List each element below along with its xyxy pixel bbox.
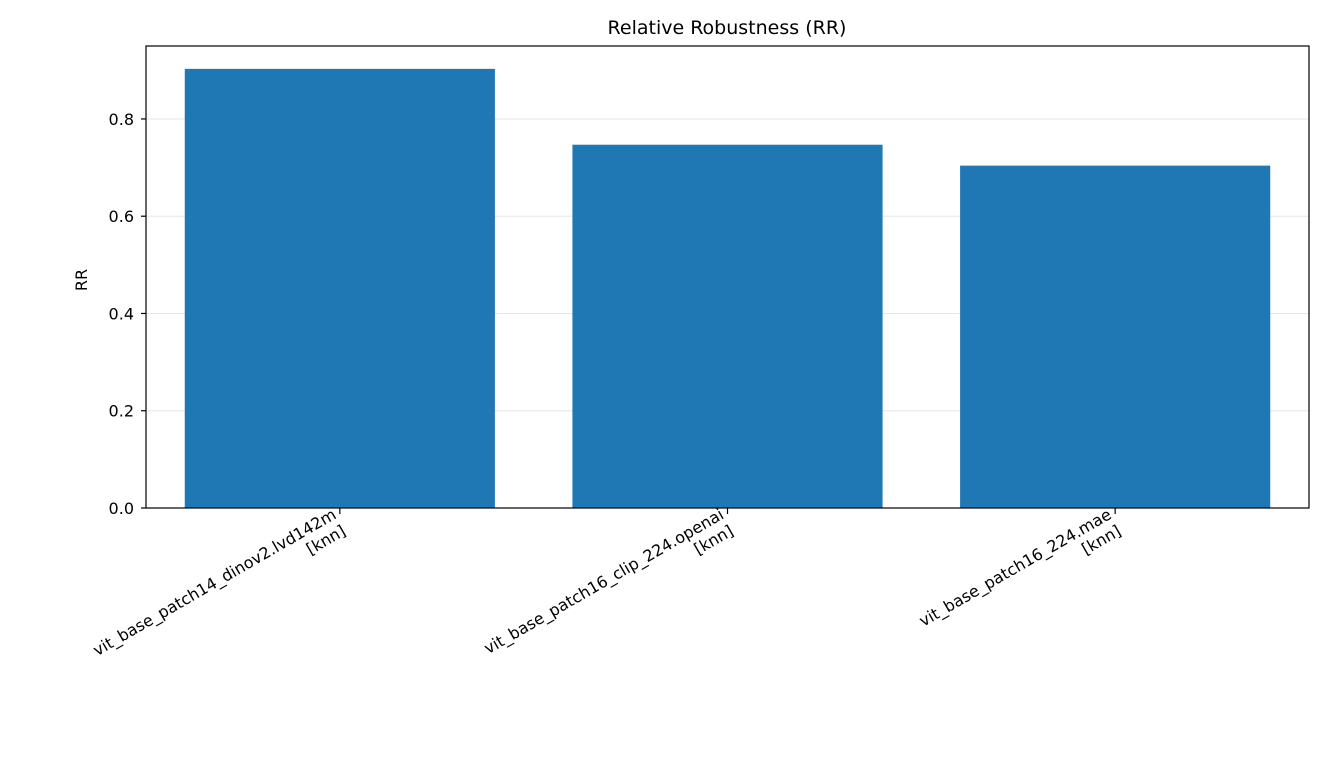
- bars: [184, 68, 1271, 509]
- y-tick-label: 0.6: [109, 207, 134, 226]
- x-tick-label: vit_base_patch16_clip_224.openai[knn]: [481, 505, 737, 659]
- bar: [960, 165, 1271, 509]
- x-axis-ticks: vit_base_patch14_dinov2.lvd142m[knn] vit_…: [90, 505, 1125, 661]
- x-tick-label: vit_base_patch14_dinov2.lvd142m[knn]: [90, 505, 349, 661]
- y-tick-label: 0.2: [109, 402, 134, 421]
- bar: [572, 144, 883, 508]
- y-tick-label: 0.4: [109, 304, 134, 323]
- x-tick-label-line: vit_base_patch16_224.mae: [916, 505, 1115, 632]
- x-tick-label-line: vit_base_patch14_dinov2.lvd142m: [90, 505, 340, 661]
- x-tick-label-line: vit_base_patch16_clip_224.openai: [481, 505, 728, 659]
- y-tick-label: 0.0: [109, 499, 134, 518]
- y-axis-ticks: 0.0 0.2 0.4 0.6 0.8: [109, 110, 146, 518]
- bar: [184, 68, 495, 508]
- chart-title: Relative Robustness (RR): [608, 17, 847, 39]
- y-axis-label: RR: [72, 269, 91, 291]
- x-tick-label: vit_base_patch16_224.mae[knn]: [916, 505, 1124, 632]
- y-tick-label: 0.8: [109, 110, 134, 129]
